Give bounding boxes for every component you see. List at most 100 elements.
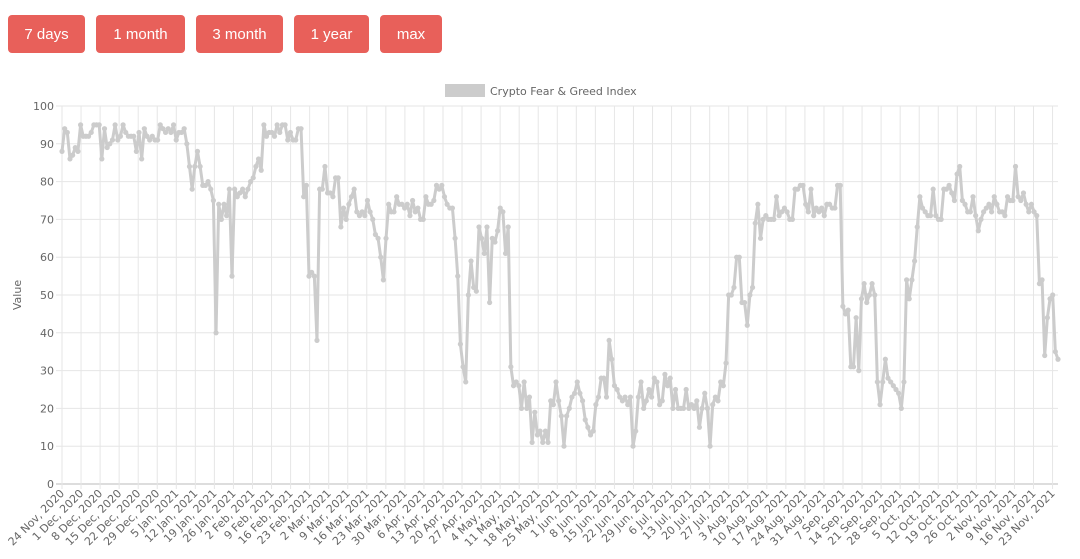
data-point bbox=[813, 205, 819, 211]
range-3-month-button[interactable]: 3 month bbox=[196, 15, 283, 53]
data-point bbox=[548, 398, 554, 404]
data-point bbox=[1010, 197, 1016, 204]
data-point bbox=[455, 273, 461, 279]
data-point bbox=[975, 228, 981, 234]
data-point bbox=[898, 405, 904, 411]
data-point bbox=[789, 216, 796, 222]
data-point bbox=[842, 311, 849, 317]
y-tick-label: 90 bbox=[40, 138, 54, 151]
data-point bbox=[497, 205, 503, 211]
data-point bbox=[696, 424, 703, 430]
data-point bbox=[240, 186, 246, 192]
data-point bbox=[957, 163, 963, 170]
data-point bbox=[500, 209, 506, 215]
data-point bbox=[558, 413, 564, 419]
data-point bbox=[850, 364, 857, 370]
data-point bbox=[170, 122, 177, 128]
data-point bbox=[502, 250, 509, 257]
data-point bbox=[657, 402, 663, 408]
data-point bbox=[651, 375, 657, 381]
data-point bbox=[194, 148, 201, 154]
data-point bbox=[293, 137, 299, 143]
data-point bbox=[800, 182, 806, 188]
data-point bbox=[409, 197, 416, 204]
data-point bbox=[662, 371, 668, 377]
data-point bbox=[319, 186, 325, 192]
data-point bbox=[242, 194, 248, 200]
data-point bbox=[609, 356, 615, 362]
data-point bbox=[173, 137, 179, 143]
data-point bbox=[104, 144, 110, 151]
data-point bbox=[587, 432, 594, 438]
data-point bbox=[202, 182, 209, 188]
data-point bbox=[919, 205, 926, 211]
data-point bbox=[521, 379, 527, 385]
data-point bbox=[160, 126, 166, 132]
data-point bbox=[946, 182, 952, 188]
y-tick-label: 10 bbox=[40, 440, 54, 453]
data-point bbox=[309, 269, 315, 275]
data-point bbox=[70, 152, 76, 158]
data-point bbox=[340, 205, 347, 211]
data-point bbox=[394, 194, 400, 200]
data-point bbox=[914, 224, 920, 230]
range-1-year-button[interactable]: 1 year bbox=[294, 15, 369, 53]
data-point bbox=[441, 194, 448, 200]
data-point bbox=[574, 379, 580, 385]
data-point bbox=[221, 201, 227, 207]
data-point bbox=[906, 296, 912, 302]
data-point bbox=[476, 224, 482, 230]
data-point bbox=[362, 213, 368, 219]
data-point bbox=[1012, 163, 1019, 170]
data-point bbox=[131, 133, 137, 139]
data-point bbox=[261, 122, 267, 128]
data-point bbox=[819, 205, 825, 211]
data-point bbox=[927, 213, 934, 219]
data-point bbox=[165, 126, 171, 132]
data-point bbox=[619, 398, 626, 404]
data-point bbox=[226, 186, 232, 192]
data-point bbox=[723, 360, 729, 366]
data-point bbox=[736, 254, 742, 260]
data-point bbox=[718, 379, 724, 385]
data-point bbox=[686, 405, 692, 411]
data-point bbox=[468, 258, 474, 264]
data-point bbox=[1031, 209, 1037, 215]
data-point bbox=[380, 277, 386, 283]
data-point bbox=[162, 129, 169, 136]
data-point bbox=[967, 209, 973, 215]
data-point bbox=[627, 394, 633, 400]
data-point bbox=[951, 197, 958, 204]
data-point bbox=[88, 129, 94, 136]
data-point bbox=[704, 405, 711, 411]
y-tick-label: 50 bbox=[40, 289, 54, 302]
data-point bbox=[479, 235, 485, 241]
range-max-button[interactable]: max bbox=[380, 15, 442, 53]
data-point bbox=[556, 398, 562, 404]
legend-label: Crypto Fear & Greed Index bbox=[490, 85, 637, 98]
data-point bbox=[75, 148, 81, 154]
data-point bbox=[370, 216, 376, 222]
data-point bbox=[858, 296, 865, 302]
data-point bbox=[213, 330, 219, 336]
data-point bbox=[364, 197, 371, 204]
y-tick-label: 0 bbox=[47, 478, 54, 491]
data-point bbox=[622, 394, 628, 400]
data-point bbox=[776, 213, 782, 219]
data-point bbox=[1023, 201, 1029, 207]
data-point bbox=[973, 213, 979, 219]
data-point bbox=[144, 133, 150, 139]
data-point bbox=[749, 284, 756, 291]
data-point bbox=[550, 402, 556, 408]
y-tick-label: 100 bbox=[33, 100, 54, 113]
range-1-month-button[interactable]: 1 month bbox=[96, 15, 185, 53]
data-point bbox=[672, 386, 679, 393]
data-point bbox=[933, 213, 939, 219]
range-7-days-button[interactable]: 7 days bbox=[8, 15, 85, 53]
data-point bbox=[741, 299, 748, 306]
data-point bbox=[1004, 194, 1011, 200]
data-point bbox=[938, 216, 944, 222]
data-point bbox=[457, 341, 463, 347]
data-point bbox=[981, 209, 987, 215]
data-point bbox=[157, 122, 163, 128]
